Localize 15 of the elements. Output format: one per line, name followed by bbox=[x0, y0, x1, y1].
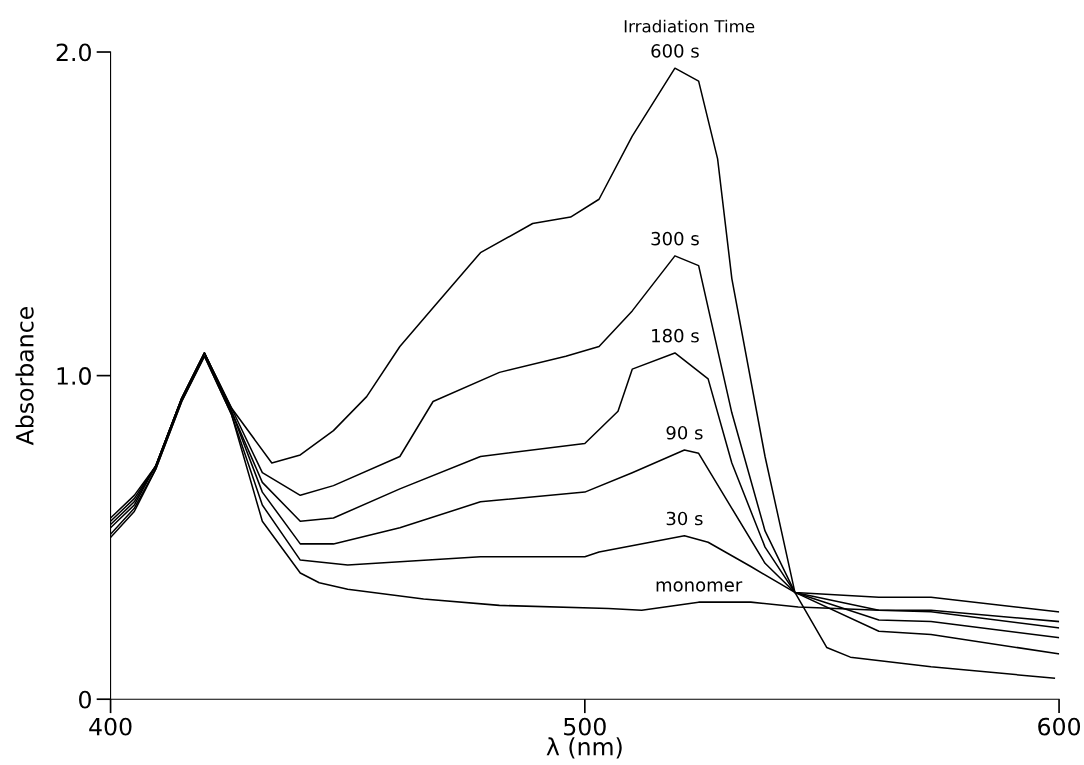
x-tick-label: 500 bbox=[564, 717, 606, 736]
y-tick-label: 2.0 bbox=[56, 43, 91, 62]
series-label: 30 s bbox=[666, 511, 703, 526]
series-label: 180 s bbox=[652, 328, 699, 343]
x-tick-label: 400 bbox=[89, 717, 132, 736]
x-tick-label: 600 bbox=[1038, 717, 1081, 736]
text: Irradiation Time bbox=[624, 19, 755, 33]
y-tick-label: 0 bbox=[79, 690, 91, 709]
series-label: 600 s bbox=[651, 44, 699, 58]
series-label: 90 s bbox=[666, 425, 703, 440]
y-axis-title: Absorbance bbox=[15, 307, 34, 446]
x-axis-title: λ (nm) bbox=[546, 737, 622, 759]
y-tick-label: 1.0 bbox=[57, 367, 91, 385]
series-label: monomer bbox=[656, 581, 743, 592]
series-label: 300 s bbox=[651, 231, 699, 246]
